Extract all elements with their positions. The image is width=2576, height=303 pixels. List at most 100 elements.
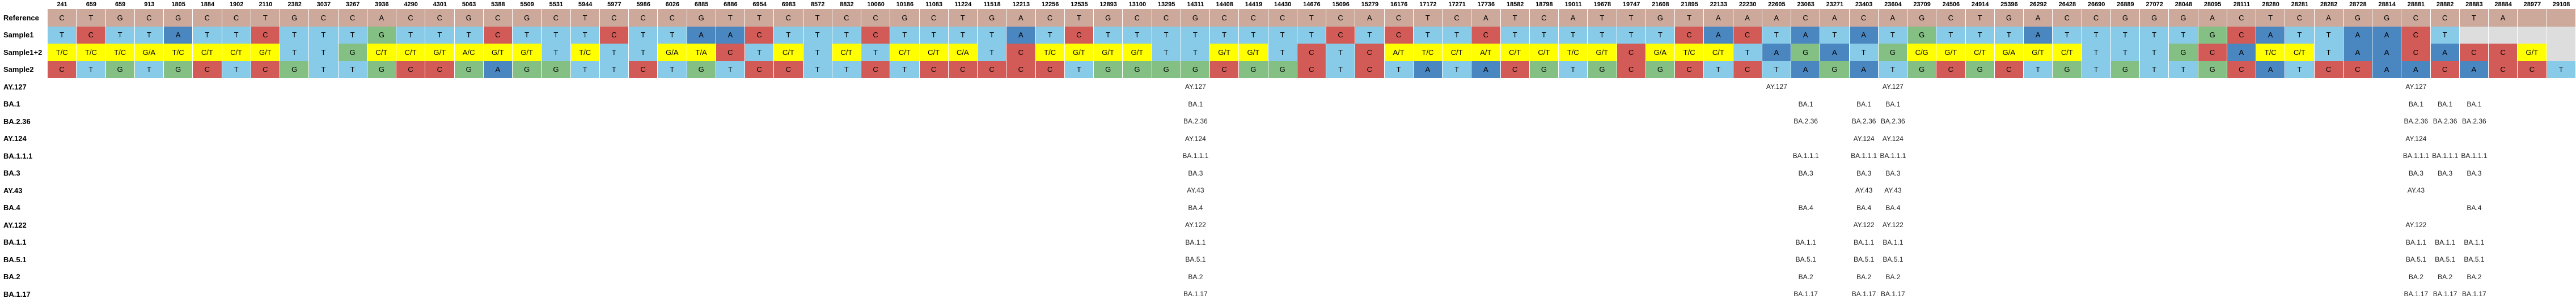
lineage-empty-cell [1820,268,1849,286]
base-cell: A [1006,26,1036,44]
lineage-empty-cell [1733,165,1762,182]
position-header: 12535 [1071,1,1088,8]
lineage-empty-cell [2315,285,2344,303]
lineage-empty-cell [832,78,861,96]
lineage-empty-cell [1385,199,1414,217]
lineage-empty-cell [1617,251,1646,268]
lineage-empty-cell [1675,285,1704,303]
lineage-marker: BA.5.1 [2464,255,2485,264]
lineage-empty-cell [832,251,861,268]
lineage-empty-cell [600,199,629,217]
position-header: 5977 [607,1,621,8]
lineage-empty-cell [600,130,629,148]
lineage-empty-cell [2344,147,2372,165]
base-cell: A [2459,61,2489,78]
lineage-empty-cell [1443,130,1471,148]
lineage-empty-cell [2111,113,2140,130]
lineage-empty-cell [1414,216,1443,234]
lineage-empty-cell [1326,78,1355,96]
lineage-empty-cell [745,165,774,182]
lineage-empty-cell [455,199,484,217]
base-cell: T [1878,61,1907,78]
lineage-empty-cell [1791,130,1820,148]
lineage-empty-cell [2518,147,2547,165]
lineage-empty-cell [1501,96,1530,113]
base-cell: T [251,9,280,27]
lineage-empty-cell [1820,251,1849,268]
base-cell: G/A [1994,44,2024,61]
position-header: 16176 [1390,1,1408,8]
lineage-empty-cell [1443,165,1471,182]
lineage-empty-cell [106,216,135,234]
lineage-empty-cell [2169,130,2198,148]
base-cell: T [803,61,832,78]
lineage-empty-cell [1385,268,1414,286]
position-header: 3267 [345,1,360,8]
lineage-label: BA.1 [3,100,20,109]
lineage-empty-cell [2547,113,2576,130]
lineage-empty-cell [600,113,629,130]
lineage-empty-cell [2344,268,2372,286]
lineage-marker: BA.1.1 [1795,238,1816,246]
base-cell: T [1064,9,1094,27]
lineage-empty-cell [2256,216,2285,234]
lineage-empty-cell [2082,199,2111,217]
lineage-empty-cell [222,251,251,268]
lineage-empty-cell [455,251,484,268]
lineage-empty-cell [1559,147,1588,165]
lineage-empty-cell [2227,78,2256,96]
base-cell: T [2082,44,2111,61]
lineage-empty-cell [861,96,890,113]
lineage-empty-cell [1123,216,1152,234]
lineage-empty-cell [658,199,687,217]
base-cell: T [1704,61,1733,78]
lineage-empty-cell [1152,285,1181,303]
lineage-empty-cell [1791,78,1820,96]
base-cell: T [542,44,571,61]
lineage-empty-cell [687,251,716,268]
lineage-empty-cell [1733,285,1762,303]
lineage-empty-cell [2169,216,2198,234]
lineage-empty-cell [339,78,367,96]
lineage-empty-cell [1501,285,1530,303]
lineage-empty-cell [2372,285,2401,303]
base-cell: C/T [2285,44,2315,61]
lineage-empty-cell [1471,251,1500,268]
lineage-empty-cell [2285,96,2314,113]
position-header: 19678 [1593,1,1611,8]
lineage-empty-cell [2082,78,2111,96]
lineage-empty-cell [774,130,803,148]
lineage-marker: BA.5.1 [1795,255,1816,264]
lineage-empty-cell [193,147,222,165]
lineage-empty-cell [484,199,513,217]
base-cell: T [513,26,542,44]
lineage-empty-cell [1006,216,1035,234]
lineage-empty-cell [1414,234,1443,251]
lineage-empty-cell [1297,147,1326,165]
base-cell: G [1646,61,1675,78]
lineage-empty-cell [542,251,570,268]
lineage-marker: BA.1.1.1 [1792,152,1819,160]
lineage-empty-cell [1966,165,1995,182]
lineage-empty-cell [542,199,570,217]
lineage-marker: BA.1.1 [2435,238,2456,246]
lineage-empty-cell [861,234,890,251]
lineage-empty-cell [193,113,222,130]
lineage-empty-cell [2024,199,2053,217]
lineage-empty-cell [2082,165,2111,182]
lineage-empty-cell [949,78,978,96]
base-cell: C [1035,9,1065,27]
lineage-marker: AY.122 [2405,221,2427,229]
lineage-empty-cell [745,96,774,113]
lineage-empty-cell [1820,216,1849,234]
base-cell: T [716,61,745,78]
base-cell: A [1704,26,1733,44]
base-cell: T [1268,44,1297,61]
lineage-empty-cell [1385,182,1414,199]
lineage-empty-cell [106,113,135,130]
lineage-empty-cell [571,165,600,182]
lineage-empty-cell [1239,216,1268,234]
lineage-empty-cell [1530,268,1559,286]
lineage-empty-cell [1820,147,1849,165]
lineage-empty-cell [1355,147,1384,165]
